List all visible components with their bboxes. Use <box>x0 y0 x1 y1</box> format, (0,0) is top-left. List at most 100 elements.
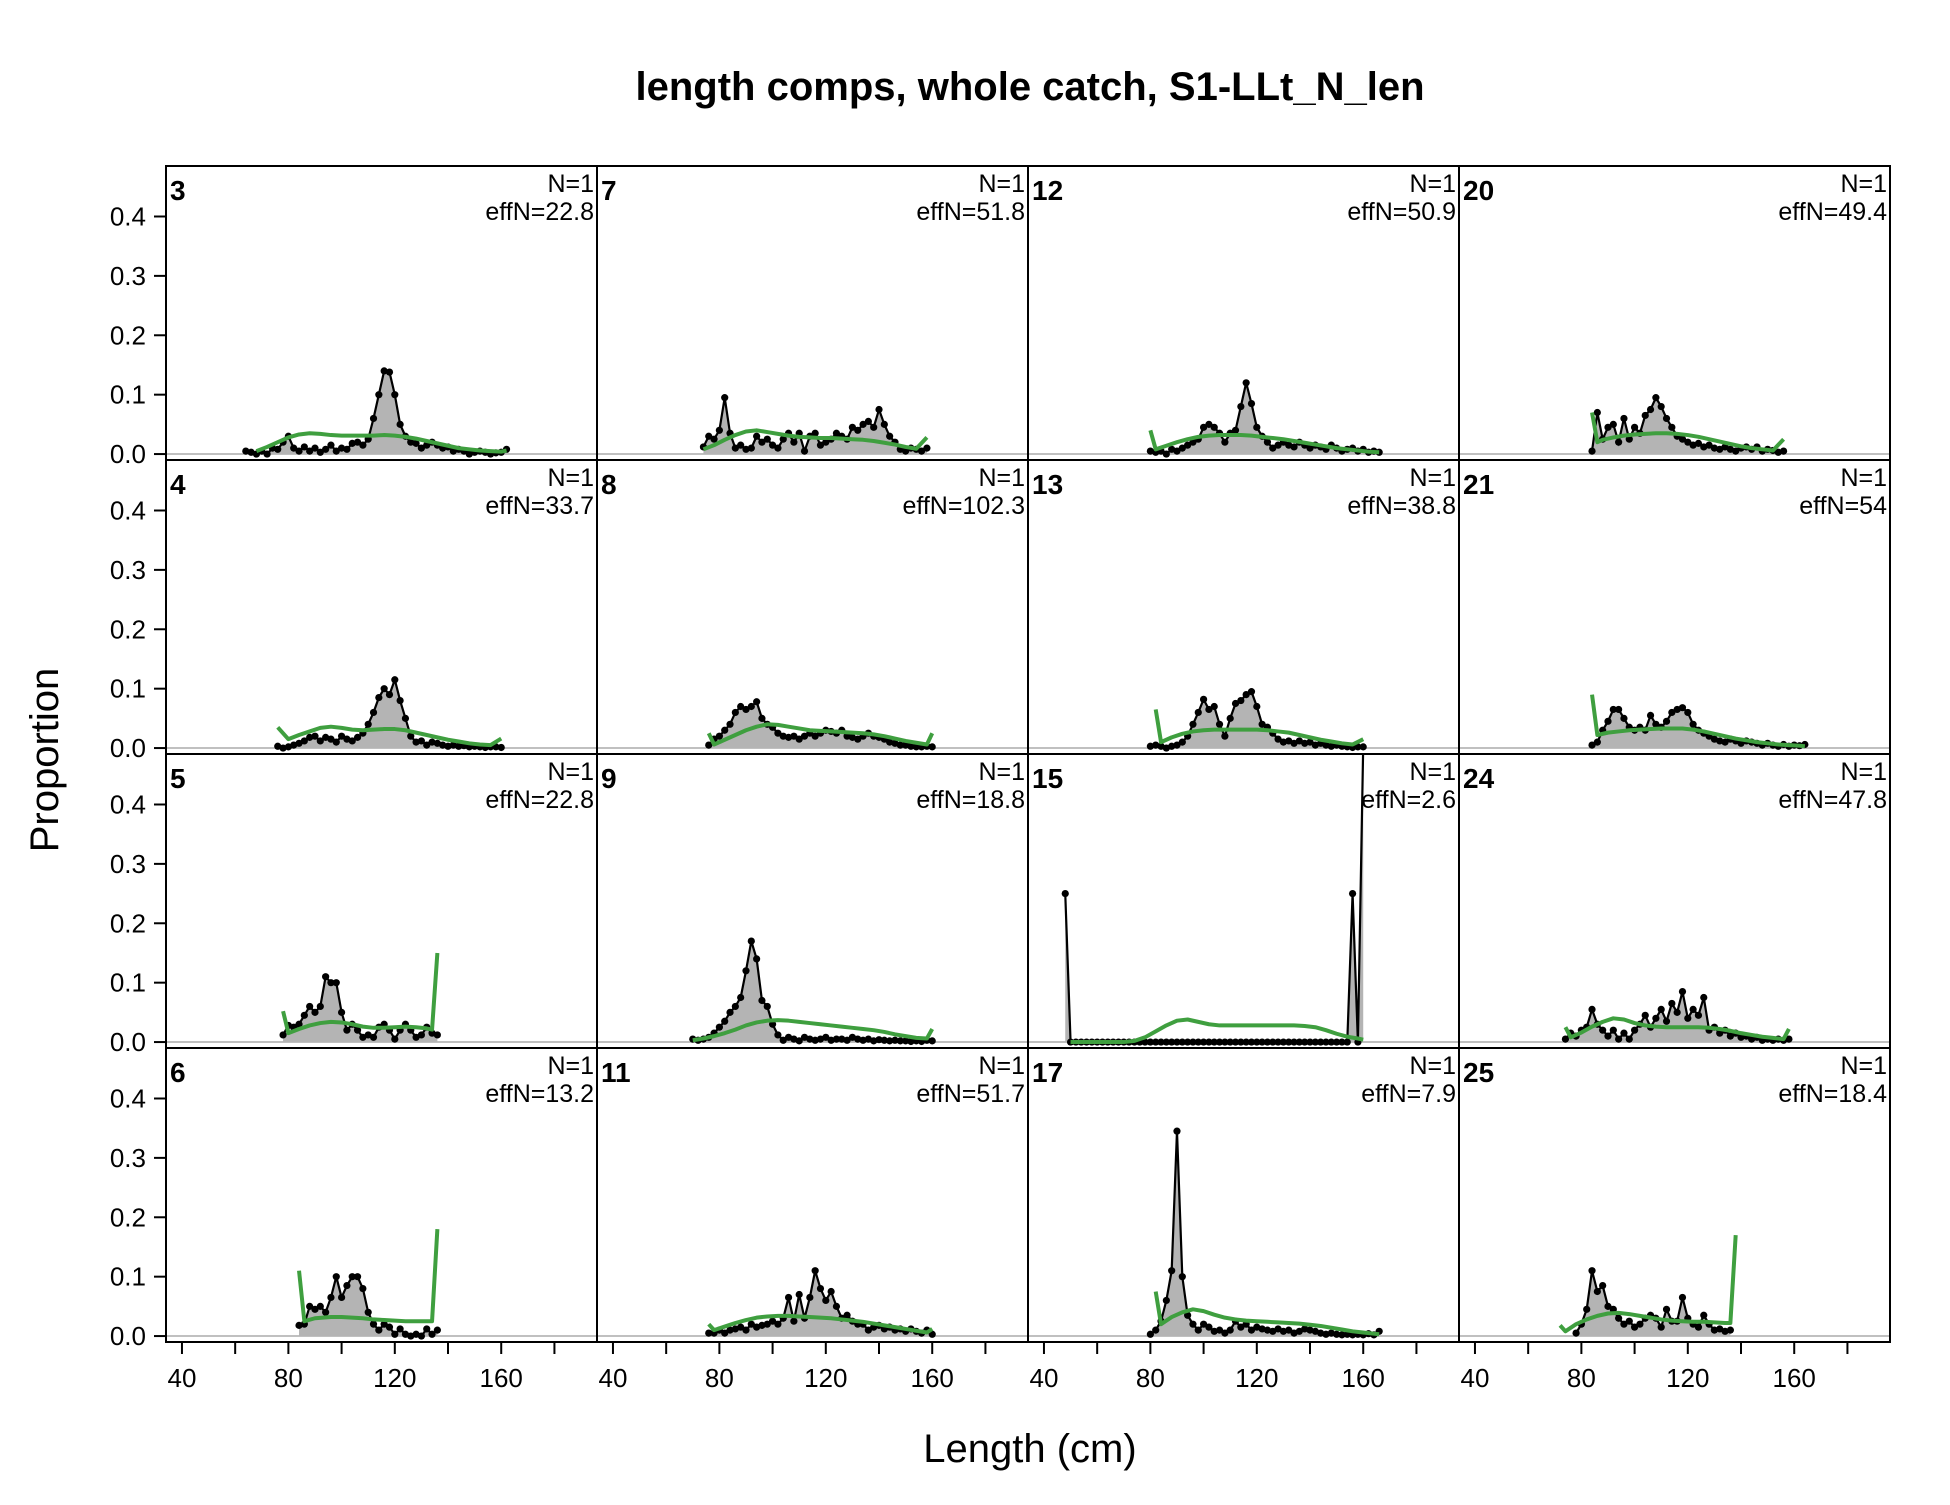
observed-point <box>1226 1326 1234 1334</box>
observed-line <box>1064 754 1365 1044</box>
expected-line <box>276 724 503 748</box>
observed-point <box>359 441 367 449</box>
observed-point <box>1348 889 1357 898</box>
observed-point <box>1668 423 1676 431</box>
panel-effn-label: effN=13.2 <box>485 1080 594 1108</box>
panel-plot-area <box>1459 987 1890 1044</box>
panel-effn-label: effN=102.3 <box>902 492 1025 520</box>
observed-point <box>380 685 388 693</box>
panel-effn-label: effN=49.4 <box>1778 198 1887 226</box>
observed-point <box>364 1308 372 1316</box>
observed-point <box>1199 1320 1208 1328</box>
panel-n-label: N=1 <box>1840 1052 1887 1080</box>
observed-point <box>1178 1273 1186 1281</box>
observed-point <box>1609 420 1617 428</box>
observed-point <box>359 1284 367 1293</box>
observed-point <box>1258 1038 1266 1046</box>
observed-point <box>1152 1326 1160 1334</box>
observed-point <box>1141 1038 1149 1046</box>
observed-point <box>705 741 713 749</box>
observed-point <box>1311 1038 1319 1046</box>
observed-point <box>343 1026 351 1034</box>
y-tick-label: 0.1 <box>110 1262 146 1292</box>
observed-point <box>1237 1038 1245 1046</box>
panel-n-label: N=1 <box>547 464 594 492</box>
y-tick-label: 0.4 <box>110 201 146 231</box>
panel-plot-area <box>1459 394 1890 456</box>
observed-point <box>1641 411 1649 420</box>
observed-point <box>1285 1038 1293 1046</box>
panel-effn-label: effN=18.8 <box>916 786 1025 814</box>
observed-point <box>912 743 920 751</box>
observed-point <box>1588 447 1596 455</box>
observed-point <box>774 729 782 737</box>
observed-point <box>854 426 862 434</box>
observed-point <box>1253 1038 1261 1046</box>
observed-point <box>1668 999 1676 1008</box>
y-tick-label: 0.2 <box>110 320 146 350</box>
observed-point <box>1215 1038 1224 1046</box>
panel-effn-label: effN=47.8 <box>1778 786 1887 814</box>
panel-plot-area <box>1028 754 1459 1046</box>
observed-point <box>1215 1326 1224 1334</box>
observed-point <box>1237 402 1245 411</box>
observed-point <box>763 1320 771 1328</box>
panel-effn-label: effN=22.8 <box>485 786 594 814</box>
observed-point <box>816 441 825 449</box>
observed-point <box>1604 423 1612 431</box>
observed-point <box>1657 1323 1665 1331</box>
x-tick-label: 120 <box>373 1363 416 1393</box>
observed-point <box>1615 1035 1623 1043</box>
observed-point <box>705 432 713 440</box>
observed-point <box>928 743 936 751</box>
observed-point <box>854 735 862 743</box>
observed-point <box>1274 735 1282 743</box>
observed-point <box>726 720 734 728</box>
x-tick-label: 40 <box>1461 1363 1490 1393</box>
observed-point <box>1173 1127 1181 1135</box>
observed-point <box>1184 1311 1192 1319</box>
x-tick-label: 40 <box>599 1363 628 1393</box>
observed-point <box>1604 717 1612 725</box>
y-tick-label: 0.0 <box>110 439 146 469</box>
panel-n-label: N=1 <box>1409 758 1456 786</box>
observed-point <box>391 1035 399 1043</box>
y-tick-label: 0.2 <box>110 614 146 644</box>
panel-n-label: N=1 <box>547 170 594 198</box>
expected-line <box>1153 709 1365 747</box>
y-axis-label: Proportion <box>23 668 67 853</box>
observed-point <box>721 726 729 734</box>
observed-point <box>1199 695 1208 703</box>
observed-point <box>1593 1287 1601 1296</box>
observed-point <box>433 1326 441 1334</box>
observed-point <box>1237 696 1245 705</box>
observed-point <box>306 1302 314 1310</box>
observed-area <box>1150 1131 1380 1337</box>
x-tick-label: 160 <box>1342 1363 1385 1393</box>
panel-border <box>1458 1047 1891 1343</box>
observed-point <box>417 737 426 745</box>
observed-point <box>1173 1038 1181 1046</box>
observed-point <box>353 733 362 741</box>
observed-point <box>1338 1038 1346 1046</box>
panel-effn-label: effN=18.4 <box>1778 1080 1887 1108</box>
observed-point <box>1168 1038 1176 1046</box>
observed-point <box>1274 441 1282 449</box>
observed-point <box>1668 708 1676 717</box>
observed-point <box>896 1037 904 1045</box>
panel-plot-area <box>597 394 1028 456</box>
observed-point <box>417 444 426 452</box>
observed-point <box>1652 720 1660 728</box>
observed-point <box>721 394 729 402</box>
observed-point <box>768 441 777 449</box>
observed-point <box>1221 438 1229 446</box>
observed-point <box>391 676 399 684</box>
y-tick-label: 0.3 <box>110 849 146 879</box>
observed-point <box>715 1023 723 1031</box>
observed-point <box>1609 705 1617 714</box>
observed-point <box>1684 438 1692 446</box>
